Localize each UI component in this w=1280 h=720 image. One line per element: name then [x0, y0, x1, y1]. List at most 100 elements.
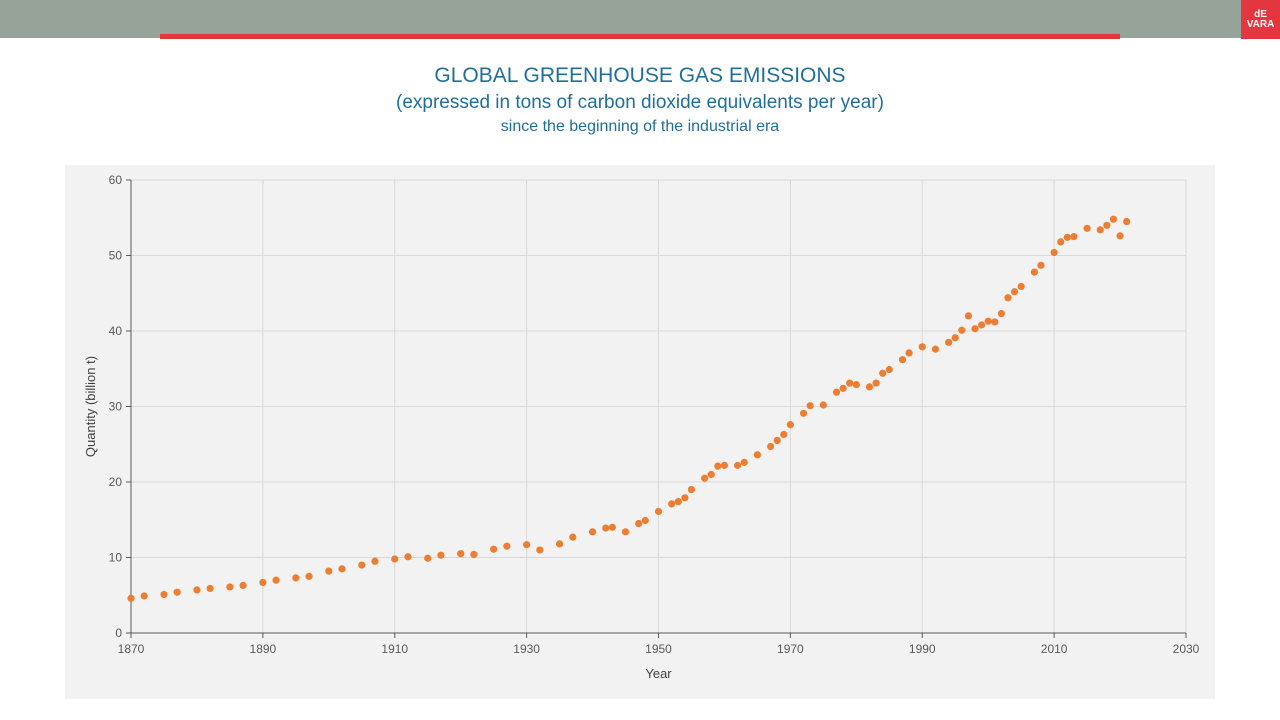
x-tick-label: 1990 — [909, 642, 936, 656]
data-point — [773, 436, 781, 445]
data-point — [1083, 224, 1091, 232]
data-point — [991, 318, 999, 326]
data-point — [457, 550, 465, 558]
data-point — [523, 541, 531, 549]
data-point — [872, 379, 880, 387]
x-tick-label: 1970 — [777, 642, 804, 656]
data-point — [140, 592, 148, 600]
y-tick-label: 10 — [109, 551, 123, 565]
data-point — [885, 365, 893, 374]
y-tick-label: 30 — [109, 400, 123, 414]
data-point — [621, 528, 630, 536]
data-point — [898, 356, 907, 364]
data-point — [780, 430, 788, 439]
data-point — [819, 401, 827, 409]
chart-subtitle: (expressed in tons of carbon dioxide equ… — [396, 92, 884, 113]
data-point — [846, 379, 854, 387]
data-point — [687, 485, 696, 494]
data-point — [997, 310, 1005, 318]
data-point — [259, 578, 267, 587]
x-tick-label: 1910 — [381, 642, 408, 656]
logo-line-2: VARA — [1246, 18, 1275, 30]
data-point — [608, 523, 616, 531]
data-point — [193, 586, 201, 594]
gridlines — [131, 179, 1187, 633]
data-point — [325, 567, 333, 575]
data-point — [602, 524, 610, 532]
data-point — [984, 317, 992, 325]
x-axis-label: Year — [645, 666, 672, 681]
data-point — [918, 343, 926, 351]
y-tick-label: 20 — [109, 475, 123, 489]
data-point — [173, 588, 181, 596]
data-point — [971, 325, 979, 333]
data-point — [404, 553, 412, 561]
data-point — [1010, 288, 1019, 296]
data-point — [654, 507, 663, 516]
brand-logo: dE VARA — [1241, 0, 1280, 39]
data-point — [338, 565, 346, 573]
data-point — [371, 557, 379, 565]
data-point — [1037, 261, 1045, 269]
data-point — [1030, 268, 1038, 276]
y-tick-label: 50 — [109, 249, 123, 263]
data-point — [720, 461, 729, 469]
data-point — [490, 545, 498, 553]
chart-title: GLOBAL GREENHOUSE GAS EMISSIONS — [434, 64, 846, 87]
data-point — [839, 384, 847, 392]
data-point — [865, 383, 874, 391]
data-point — [740, 458, 748, 466]
data-point — [226, 583, 234, 591]
data-point — [239, 581, 247, 590]
data-point — [1123, 217, 1131, 226]
data-point — [1116, 232, 1124, 240]
data-point — [127, 594, 135, 602]
x-tick-label: 2010 — [1041, 642, 1068, 656]
data-point — [753, 451, 762, 459]
data-point — [806, 402, 814, 410]
x-tick-label: 1950 — [645, 642, 672, 656]
x-tick-label: 1890 — [250, 642, 277, 656]
data-point — [879, 369, 887, 377]
data-point — [635, 519, 643, 528]
data-point — [160, 590, 168, 599]
data-point — [503, 542, 511, 550]
x-tick-label: 1930 — [513, 642, 540, 656]
data-point — [206, 584, 214, 593]
data-point — [424, 554, 432, 562]
data-point — [951, 334, 959, 342]
data-point — [852, 381, 860, 389]
data-point — [569, 533, 577, 541]
chart-area: 0 10 20 30 40 50 60 1870 1890 1910 1930 1950 1970 199… — [65, 165, 1215, 699]
data-point — [1050, 248, 1058, 257]
data-point — [1096, 226, 1104, 234]
data-point — [1103, 221, 1111, 229]
data-point — [470, 550, 478, 559]
y-axis-label: Quantity (billion t) — [83, 356, 98, 457]
y-tick-label: 0 — [115, 626, 122, 640]
data-point — [799, 409, 808, 417]
data-point — [681, 494, 689, 502]
data-point — [707, 470, 715, 479]
data-point — [272, 576, 280, 584]
data-point — [555, 540, 564, 548]
data-point — [786, 421, 794, 429]
data-point — [1063, 233, 1071, 241]
data-point — [958, 326, 966, 334]
y-tick-label: 60 — [109, 173, 123, 187]
data-point — [931, 345, 940, 353]
data-point — [701, 474, 709, 482]
data-point — [1070, 233, 1078, 241]
top-banner — [0, 0, 1280, 38]
logo-line-1: dE — [1254, 8, 1267, 20]
data-point — [1109, 215, 1118, 223]
data-point — [964, 312, 973, 320]
x-tick-label: 2030 — [1173, 642, 1200, 656]
x-tick-label: 1870 — [118, 642, 145, 656]
data-point — [674, 498, 682, 506]
data-point — [391, 555, 399, 563]
data-point — [437, 551, 445, 559]
chart-subtitle-2: since the beginning of the industrial er… — [500, 118, 780, 135]
data-point — [905, 349, 913, 357]
